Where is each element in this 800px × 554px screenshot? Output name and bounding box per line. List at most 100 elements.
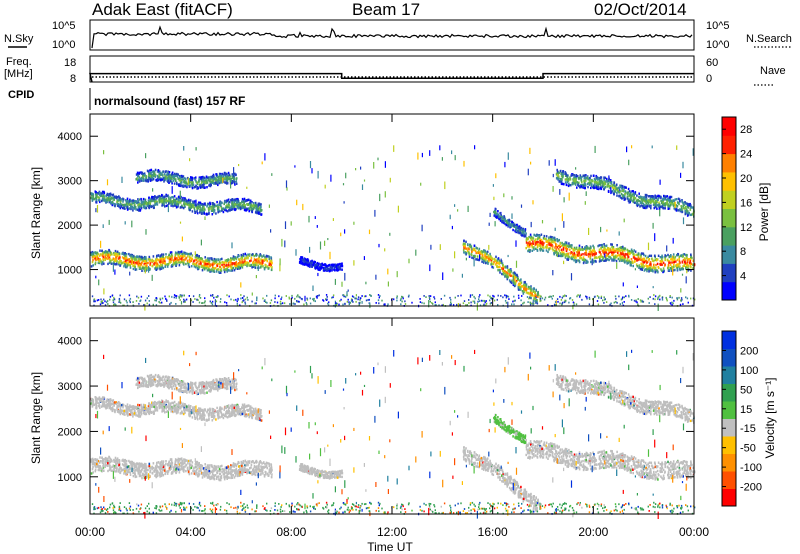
power-cell <box>233 269 236 272</box>
power-cell <box>247 262 250 265</box>
power-cell <box>91 252 93 255</box>
power-cell <box>178 261 180 264</box>
power-cell <box>640 201 642 204</box>
power-cell <box>539 234 541 238</box>
power-cell <box>203 268 206 271</box>
power-cell <box>159 172 161 175</box>
power-cell <box>140 207 143 210</box>
power-cell <box>638 199 641 203</box>
power-cell <box>197 202 200 206</box>
power-cell <box>654 266 657 270</box>
power-cell <box>226 266 228 269</box>
power-cell <box>576 253 579 256</box>
power-cell <box>537 240 539 244</box>
power-cell <box>306 264 309 267</box>
power-cell <box>180 206 182 209</box>
power-cell <box>122 198 125 201</box>
power-cell <box>135 268 138 271</box>
power-cell <box>624 198 626 201</box>
power-cell <box>96 192 99 195</box>
power-cell <box>689 261 691 264</box>
power-sporadic <box>554 159 556 166</box>
power-cell <box>196 181 199 184</box>
power-cell <box>613 248 615 251</box>
power-cell <box>129 198 131 201</box>
power-cell <box>258 254 261 257</box>
power-cell <box>182 175 185 178</box>
power-cell <box>660 260 663 264</box>
power-cell <box>465 247 468 250</box>
power-cell <box>537 291 539 294</box>
power-cell <box>642 198 645 201</box>
power-cell <box>633 192 635 195</box>
power-cell <box>307 261 310 264</box>
power-cell <box>573 246 576 250</box>
power-cell <box>573 259 575 262</box>
power-cell <box>669 201 672 204</box>
power-cell <box>178 184 180 187</box>
power-cell <box>530 296 532 300</box>
power-sporadic <box>324 240 326 246</box>
power-cell <box>94 261 97 264</box>
power-cell <box>215 260 218 264</box>
power-cell <box>654 255 656 259</box>
power-cell <box>210 176 212 179</box>
power-cell <box>612 251 614 254</box>
power-cell <box>554 246 556 249</box>
power-cell <box>165 198 168 201</box>
power-cell <box>143 262 146 266</box>
power-cell <box>476 255 479 258</box>
power-cell <box>111 200 114 203</box>
power-cell <box>544 237 546 241</box>
power-cell <box>147 202 149 205</box>
power-cell <box>589 246 592 250</box>
power-cell <box>645 264 648 267</box>
power-cell <box>111 258 113 262</box>
power-cell <box>265 254 268 258</box>
power-cell <box>204 208 206 211</box>
power-cell <box>652 266 654 269</box>
power-cell <box>663 264 666 267</box>
power-cell <box>617 251 619 254</box>
power-cell <box>103 190 105 194</box>
power-cell <box>146 267 148 270</box>
power-cell <box>151 260 153 264</box>
power-sporadic <box>139 198 141 201</box>
power-cell <box>103 262 105 265</box>
power-sporadic <box>421 224 423 232</box>
power-cell <box>638 266 640 269</box>
power-cell <box>143 269 146 272</box>
power-cell <box>159 260 162 263</box>
power-cell <box>533 233 535 237</box>
power-cell <box>561 250 563 254</box>
power-cell <box>198 255 200 258</box>
power-cell <box>656 269 658 272</box>
power-cell <box>647 195 650 198</box>
power-cell <box>196 207 198 210</box>
power-sporadic <box>511 196 513 200</box>
power-cell <box>148 206 151 209</box>
power-cell <box>620 192 623 196</box>
power-sporadic <box>103 288 105 295</box>
power-cell <box>648 254 651 257</box>
power-cell <box>581 185 584 188</box>
power-cell <box>600 253 602 256</box>
power-cell <box>115 257 117 260</box>
power-cell <box>140 201 143 204</box>
power-cell <box>488 259 490 262</box>
power-cell <box>235 208 237 211</box>
power-cell <box>262 265 264 268</box>
power-cell <box>632 199 634 203</box>
power-cell <box>681 200 683 203</box>
power-cell <box>213 211 215 214</box>
power-cell <box>220 267 223 270</box>
power-cell <box>543 246 545 249</box>
power-cell <box>170 255 172 258</box>
power-cell <box>604 250 606 254</box>
power-cell <box>630 191 632 194</box>
power-cell <box>509 272 511 276</box>
power-cell <box>527 243 530 247</box>
power-cell <box>607 184 610 187</box>
power-cell <box>165 174 168 177</box>
power-cell <box>554 251 556 254</box>
